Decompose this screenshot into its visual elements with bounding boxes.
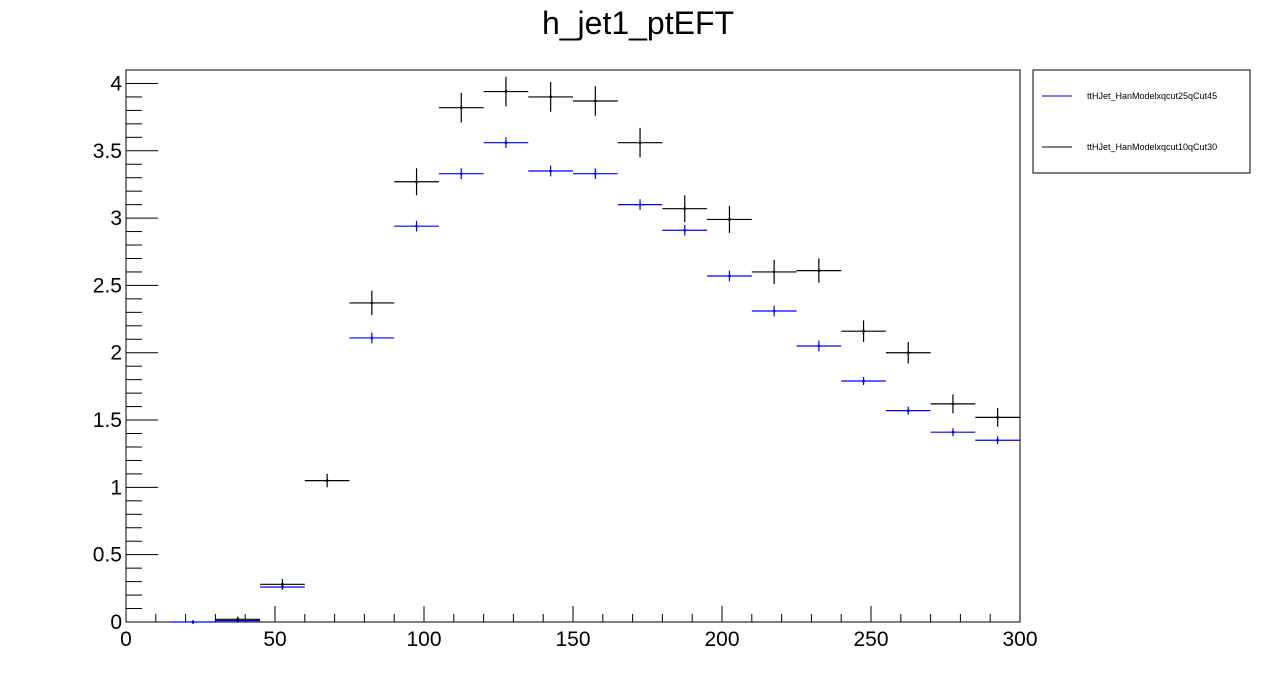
x-tick-label: 0 [120, 628, 132, 651]
legend-label: ttHJet_HanModelxqcut25qCut45 [1087, 91, 1217, 101]
y-tick-label: 3.5 [93, 140, 122, 163]
data-point-marker [415, 180, 418, 184]
data-point-marker [862, 379, 865, 383]
data-point-marker [415, 224, 418, 228]
data-point-marker [504, 90, 508, 93]
y-tick-label: 1.5 [93, 409, 122, 432]
data-point-marker [504, 141, 508, 145]
data-point-marker [549, 169, 553, 173]
data-point-marker [593, 172, 597, 176]
data-point-marker [191, 620, 195, 624]
data-point-marker [281, 582, 284, 586]
y-tick-label: 0.5 [93, 544, 122, 567]
x-tick-label: 200 [704, 628, 739, 651]
series-2 [215, 76, 1020, 622]
y-tick-label: 4 [110, 72, 122, 95]
chart-title: h_jet1_ptEFT [542, 5, 734, 41]
x-tick-label: 150 [555, 628, 590, 651]
y-tick-label: 2 [110, 342, 122, 365]
data-point-marker [862, 329, 865, 333]
data-point-marker [638, 203, 642, 207]
data-point-marker [683, 207, 687, 211]
x-tick-label: 100 [406, 628, 441, 651]
y-tick-label: 3 [110, 207, 122, 230]
data-point-marker [459, 172, 463, 176]
data-point-marker [459, 106, 463, 110]
data-point-marker [996, 415, 1000, 419]
data-point-marker [370, 336, 374, 340]
data-point-marker [370, 301, 374, 305]
y-tick-label: 2.5 [93, 274, 122, 297]
data-point-marker [772, 309, 776, 313]
data-point-marker [728, 274, 731, 278]
legend: ttHJet_HanModelxqcut25qCut45 ttHJet_HanMo… [1032, 69, 1251, 174]
data-point-marker [951, 430, 955, 434]
legend-label: ttHJet_HanModelxqcut10qCut30 [1087, 142, 1217, 152]
data-point-marker [772, 270, 776, 274]
data-point-marker [325, 479, 329, 483]
y-tick-label: 0 [110, 611, 122, 634]
data-point-marker [236, 617, 240, 621]
data-point-marker [951, 402, 955, 406]
data-point-marker [638, 141, 642, 145]
data-point-marker [906, 351, 910, 355]
axes: 0 50 100 150 200 250 300 0 0.5 1 1.5 2 2.5 3 3.5 4 [93, 69, 1038, 651]
series-1 [170, 137, 1020, 624]
data-point-marker [817, 344, 821, 348]
x-tick-label: 300 [1002, 628, 1037, 651]
legend-box [1032, 69, 1251, 174]
y-tick-label: 1 [110, 476, 122, 499]
series-layer [170, 76, 1020, 624]
x-tick-label: 50 [263, 628, 286, 651]
data-point-marker [549, 95, 553, 99]
data-point-marker [996, 438, 1000, 442]
plot-frame [125, 69, 1021, 623]
data-point-marker [906, 409, 910, 413]
data-point-marker [683, 228, 687, 232]
data-point-marker [728, 218, 731, 221]
data-point-marker [817, 269, 821, 273]
x-tick-label: 250 [853, 628, 888, 651]
data-point-marker [593, 99, 597, 103]
